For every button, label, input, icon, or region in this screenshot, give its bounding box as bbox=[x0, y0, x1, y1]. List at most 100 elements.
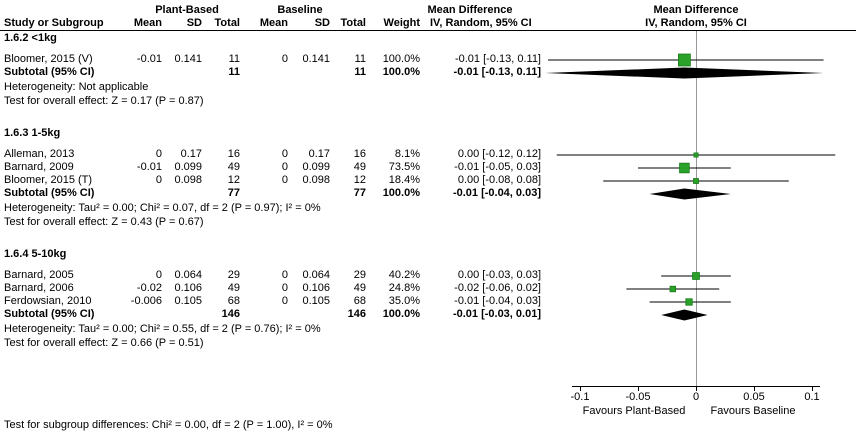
subgroup-title: 1.6.2 <1kg bbox=[4, 32, 57, 44]
study-mean-plant: -0.01 bbox=[136, 53, 162, 65]
column-header-total-baseline: Total bbox=[340, 17, 366, 29]
study-mean-baseline: 0 bbox=[281, 148, 288, 160]
column-header-mean-baseline: Mean bbox=[259, 17, 288, 29]
heterogeneity-note: Heterogeneity: Tau² = 0.00; Chi² = 0.07,… bbox=[4, 202, 321, 214]
study-mean-baseline: 0 bbox=[281, 282, 288, 294]
column-header-sd-baseline: SD bbox=[314, 17, 330, 29]
subtotal-weight: 100.0% bbox=[382, 187, 420, 199]
subtotal-total-plant: 11 bbox=[228, 66, 240, 78]
subtotal-label: Subtotal (95% CI) bbox=[4, 66, 95, 78]
study-mean-plant: 0 bbox=[155, 148, 162, 160]
column-header-sd-plant: SD bbox=[186, 17, 202, 29]
study-mean-baseline: 0 bbox=[281, 174, 288, 186]
study-total-baseline: 68 bbox=[353, 295, 366, 307]
column-header-weight: Weight bbox=[383, 17, 420, 29]
study-mean-plant: -0.006 bbox=[130, 295, 162, 307]
subtotal-ci-text: -0.01 [-0.13, 0.11] bbox=[453, 66, 541, 78]
study-mean-baseline: 0 bbox=[281, 161, 288, 173]
study-name: Barnard, 2006 bbox=[4, 282, 74, 294]
study-total-plant: 12 bbox=[227, 174, 240, 186]
subgroup-title: 1.6.3 1-5kg bbox=[4, 127, 61, 139]
study-sd-baseline: 0.141 bbox=[302, 53, 330, 65]
study-ci-text: -0.02 [-0.06, 0.02] bbox=[454, 282, 541, 294]
subtotal-total-plant: 77 bbox=[227, 187, 240, 199]
study-sd-plant: 0.098 bbox=[174, 174, 202, 186]
column-header-ci-text: IV, Random, 95% CI bbox=[430, 17, 532, 29]
overall-effect-note: Test for overall effect: Z = 0.17 (P = 0… bbox=[4, 95, 204, 107]
study-sd-baseline: 0.106 bbox=[302, 282, 330, 294]
study-mean-plant: -0.02 bbox=[136, 282, 162, 294]
column-header-ci-plot: IV, Random, 95% CI bbox=[645, 17, 747, 29]
subtotal-total-baseline: 146 bbox=[347, 308, 366, 320]
study-ci-text: 0.00 [-0.08, 0.08] bbox=[457, 174, 541, 186]
group-header-mean-difference-text: Mean Difference bbox=[427, 4, 513, 16]
study-total-baseline: 49 bbox=[353, 161, 366, 173]
study-sd-plant: 0.106 bbox=[174, 282, 202, 294]
study-sd-plant: 0.141 bbox=[174, 53, 202, 65]
study-sd-baseline: 0.105 bbox=[302, 295, 330, 307]
study-mean-baseline: 0 bbox=[281, 295, 288, 307]
study-weight: 73.5% bbox=[388, 161, 420, 173]
study-name: Alleman, 2013 bbox=[4, 148, 75, 160]
study-mean-baseline: 0 bbox=[281, 53, 288, 65]
subtotal-diamond bbox=[545, 67, 824, 79]
group-header-mean-difference-plot: Mean Difference bbox=[653, 4, 739, 16]
study-name: Ferdowsian, 2010 bbox=[4, 295, 92, 307]
effect-square bbox=[693, 152, 699, 158]
study-sd-plant: 0.105 bbox=[174, 295, 202, 307]
study-sd-baseline: 0.17 bbox=[308, 148, 330, 160]
study-total-plant: 16 bbox=[227, 148, 240, 160]
subtotal-total-baseline: 77 bbox=[353, 187, 366, 199]
study-mean-baseline: 0 bbox=[281, 269, 288, 281]
study-ci-text: -0.01 [-0.05, 0.03] bbox=[454, 161, 541, 173]
effect-square bbox=[669, 285, 676, 293]
subtotal-diamond bbox=[661, 309, 708, 321]
study-total-plant: 49 bbox=[227, 161, 240, 173]
column-header-study: Study or Subgroup bbox=[4, 17, 104, 29]
study-weight: 18.4% bbox=[388, 174, 420, 186]
axis-tick-label: 0 bbox=[692, 391, 700, 403]
study-total-plant: 11 bbox=[228, 53, 240, 65]
favours-left-label: Favours Plant-Based bbox=[582, 405, 686, 417]
study-total-plant: 29 bbox=[227, 269, 240, 281]
study-sd-baseline: 0.098 bbox=[302, 174, 330, 186]
subtotal-total-plant: 146 bbox=[221, 308, 240, 320]
subtotal-ci-text: -0.01 [-0.04, 0.03] bbox=[452, 187, 541, 199]
heterogeneity-note: Heterogeneity: Not applicable bbox=[4, 81, 149, 93]
study-name: Bloomer, 2015 (V) bbox=[4, 53, 93, 65]
overall-effect-note: Test for overall effect: Z = 0.43 (P = 0… bbox=[4, 216, 204, 228]
study-mean-plant: 0 bbox=[155, 174, 162, 186]
heterogeneity-note: Heterogeneity: Tau² = 0.00; Chi² = 0.55,… bbox=[4, 323, 321, 335]
subtotal-total-baseline: 11 bbox=[354, 66, 366, 78]
study-total-baseline: 29 bbox=[353, 269, 366, 281]
study-total-plant: 68 bbox=[227, 295, 240, 307]
subgroup-differences-note: Test for subgroup differences: Chi² = 0.… bbox=[4, 419, 333, 431]
study-total-plant: 49 bbox=[227, 282, 240, 294]
favours-right-label: Favours Baseline bbox=[710, 405, 796, 417]
study-ci-text: -0.01 [-0.13, 0.11] bbox=[454, 53, 541, 65]
overall-effect-note: Test for overall effect: Z = 0.66 (P = 0… bbox=[4, 337, 204, 349]
axis-tick-label: -0.1 bbox=[570, 391, 590, 403]
subtotal-weight: 100.0% bbox=[382, 308, 420, 320]
effect-square bbox=[678, 53, 691, 67]
study-ci-text: 0.00 [-0.12, 0.12] bbox=[457, 148, 541, 160]
axis-tick-label: -0.05 bbox=[625, 391, 651, 403]
subgroup-title: 1.6.4 5-10kg bbox=[4, 248, 67, 260]
study-sd-plant: 0.17 bbox=[180, 148, 202, 160]
study-weight: 8.1% bbox=[394, 148, 420, 160]
effect-square bbox=[679, 162, 690, 174]
study-total-baseline: 12 bbox=[353, 174, 366, 186]
study-total-baseline: 11 bbox=[354, 53, 366, 65]
column-header-mean-plant: Mean bbox=[133, 17, 162, 29]
study-weight: 35.0% bbox=[388, 295, 420, 307]
study-mean-plant: -0.01 bbox=[136, 161, 162, 173]
effect-square bbox=[685, 298, 693, 306]
study-mean-plant: 0 bbox=[155, 269, 162, 281]
axis-tick-label: 0.1 bbox=[804, 391, 820, 403]
study-total-baseline: 16 bbox=[353, 148, 366, 160]
subtotal-ci-text: -0.01 [-0.03, 0.01] bbox=[452, 308, 541, 320]
study-ci-text: 0.00 [-0.03, 0.03] bbox=[457, 269, 541, 281]
study-weight: 100.0% bbox=[382, 53, 420, 65]
subtotal-label: Subtotal (95% CI) bbox=[4, 308, 95, 320]
